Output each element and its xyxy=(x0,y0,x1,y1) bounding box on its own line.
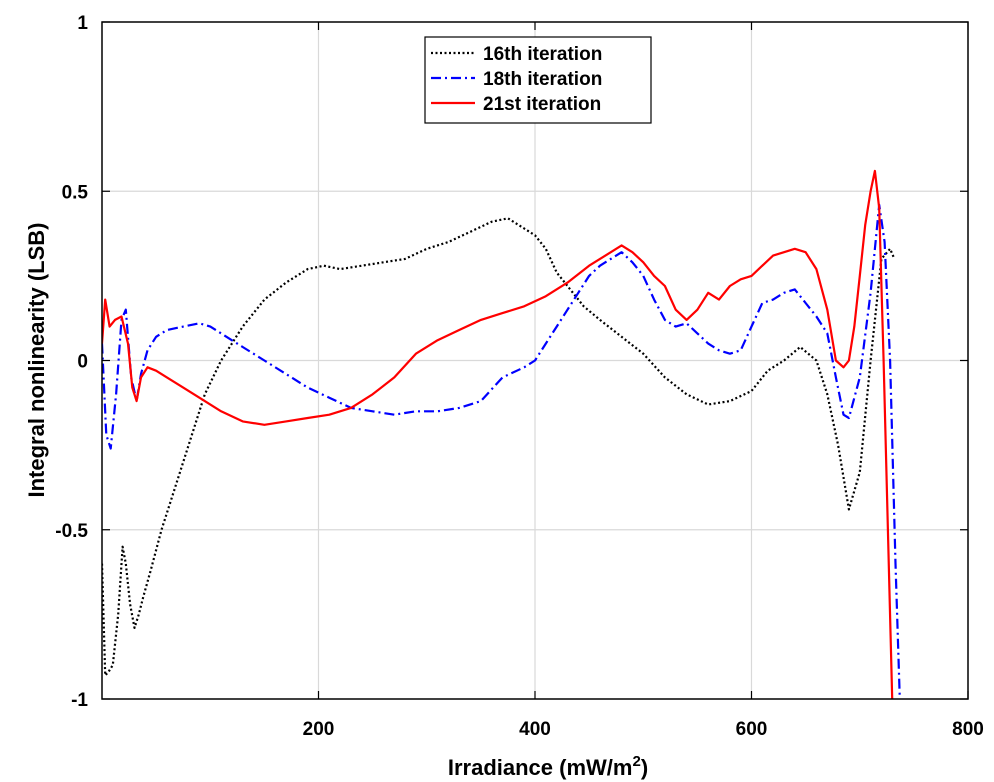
series-line-3 xyxy=(102,169,894,699)
x-tick-label: 200 xyxy=(303,719,335,740)
gridlines xyxy=(102,22,968,699)
legend-label-1: 16th iteration xyxy=(483,44,602,65)
y-tick-label: -0.5 xyxy=(55,521,88,542)
tick-labels: 200 400 600 800 -1 -0.5 0 0.5 1 xyxy=(55,13,984,740)
legend-label-2: 18th iteration xyxy=(483,69,602,90)
legend-label-3: 21st iteration xyxy=(483,94,601,115)
series-line-1 xyxy=(102,217,896,677)
x-tick-label: 800 xyxy=(952,719,984,740)
series-layer xyxy=(102,169,901,699)
x-tick-label: 400 xyxy=(519,719,551,740)
y-axis-label: Integral nonlinearity (LSB) xyxy=(24,222,49,497)
series-line-2 xyxy=(102,203,901,699)
x-axis-label: Irradiance (mW/m2) xyxy=(448,753,648,780)
x-tick-label: 600 xyxy=(736,719,768,740)
y-tick-label: -1 xyxy=(71,690,88,711)
plot-frame xyxy=(101,21,969,700)
legend-box xyxy=(424,36,652,124)
y-tick-label: 0 xyxy=(77,352,88,373)
y-tick-label: 1 xyxy=(77,13,88,34)
legend: 16th iteration 18th iteration 21st iterati… xyxy=(424,36,652,124)
y-tick-label: 0.5 xyxy=(62,182,89,203)
